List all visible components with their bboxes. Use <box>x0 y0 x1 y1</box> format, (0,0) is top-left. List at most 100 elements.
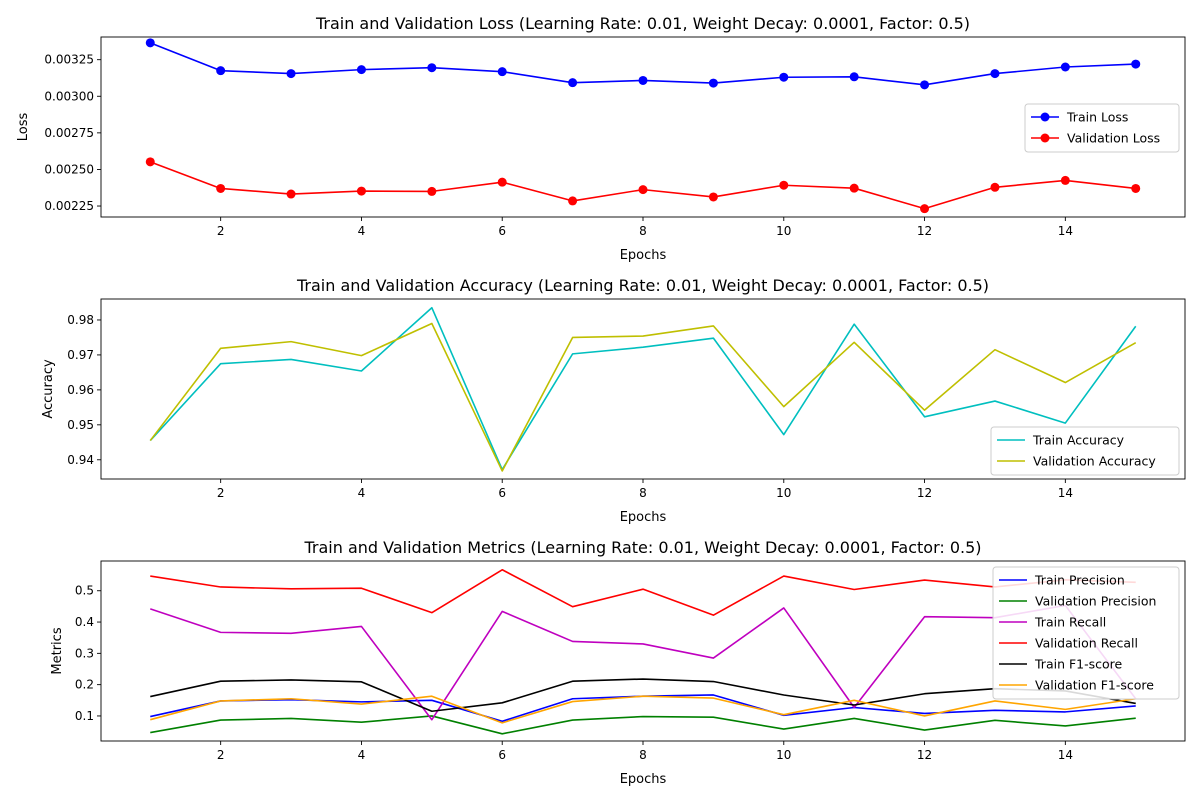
legend: Train Loss Validation Loss <box>1024 103 1180 153</box>
x-axis-label: Epochs <box>620 248 667 263</box>
x-tick-label: 12 <box>917 486 932 500</box>
data-point-validation-loss <box>286 189 296 199</box>
legend-entry-train-precision: Train Precision <box>1034 573 1125 588</box>
x-axis-label: Epochs <box>620 772 667 787</box>
data-point-train-loss <box>779 72 789 82</box>
data-point-train-loss <box>849 72 859 82</box>
data-point-train-loss <box>145 38 155 48</box>
y-axis-label: Metrics <box>50 627 65 674</box>
x-tick-label: 6 <box>498 486 506 500</box>
x-tick-label: 8 <box>639 748 647 762</box>
data-point-validation-loss <box>779 180 789 190</box>
legend-entry-validation-recall: Validation Recall <box>1035 636 1138 651</box>
y-tick-label: 0.4 <box>75 615 94 629</box>
data-point-validation-loss <box>356 186 366 196</box>
data-point-train-loss <box>1131 59 1141 69</box>
chart-title: Train and Validation Loss (Learning Rate… <box>315 14 970 33</box>
legend-entry-train-recall: Train Recall <box>1034 615 1106 630</box>
data-point-train-loss <box>920 80 930 90</box>
y-tick-label: 0.96 <box>67 383 94 397</box>
legend-marker-train-loss <box>1040 112 1050 122</box>
x-tick-label: 2 <box>217 748 225 762</box>
y-axis-label: Loss <box>16 113 31 142</box>
x-tick-label: 10 <box>776 748 791 762</box>
data-point-validation-loss <box>216 183 226 193</box>
data-point-train-loss <box>638 75 648 85</box>
x-tick-label: 2 <box>217 486 225 500</box>
x-tick-label: 2 <box>217 224 225 238</box>
data-point-train-loss <box>568 78 578 88</box>
data-point-validation-loss <box>568 196 578 206</box>
y-tick-label: 0.00325 <box>44 53 94 67</box>
y-axis-label: Accuracy <box>41 359 56 419</box>
series-line-train-recall <box>150 604 1137 721</box>
x-tick-label: 10 <box>776 486 791 500</box>
legend-entry-validation-accuracy: Validation Accuracy <box>1033 454 1156 469</box>
legend-entry-train-f1-score: Train F1-score <box>1034 657 1123 672</box>
x-tick-label: 6 <box>498 748 506 762</box>
y-tick-label: 0.2 <box>75 678 94 692</box>
data-point-train-loss <box>216 66 226 76</box>
data-point-train-loss <box>356 65 366 75</box>
data-point-validation-loss <box>497 177 507 187</box>
y-tick-label: 0.00275 <box>44 126 94 140</box>
data-point-train-loss <box>990 69 1000 79</box>
series-line-validation-recall <box>150 568 1136 616</box>
data-point-train-loss <box>708 78 718 88</box>
data-point-validation-loss <box>427 186 437 196</box>
y-tick-label: 0.5 <box>75 584 94 598</box>
x-tick-label: 4 <box>358 224 366 238</box>
y-tick-label: 0.98 <box>67 313 94 327</box>
data-point-validation-loss <box>708 192 718 202</box>
legend-box <box>992 566 1180 700</box>
x-tick-label: 12 <box>917 748 932 762</box>
x-tick-label: 4 <box>358 748 366 762</box>
y-tick-label: 0.00250 <box>44 162 94 176</box>
legend-entry-train-accuracy: Train Accuracy <box>1032 433 1125 448</box>
data-point-validation-loss <box>1060 175 1070 185</box>
x-tick-label: 10 <box>776 224 791 238</box>
x-tick-label: 14 <box>1058 486 1073 500</box>
legend-box <box>990 426 1180 476</box>
legend-entry-validation-f1-score: Validation F1-score <box>1035 678 1154 693</box>
legend: Train Precision Validation Precision Train… <box>992 566 1180 700</box>
series-line-validation-accuracy <box>149 322 1137 472</box>
data-point-train-loss <box>427 63 437 73</box>
data-point-train-loss <box>286 69 296 79</box>
data-point-validation-loss <box>920 204 930 214</box>
x-tick-label: 12 <box>917 224 932 238</box>
chart-title: Train and Validation Metrics (Learning R… <box>303 538 981 557</box>
chart-panel-2: Train and Validation Accuracy (Learning … <box>41 276 1186 525</box>
data-point-validation-loss <box>145 157 155 167</box>
x-axis-label: Epochs <box>620 510 667 525</box>
x-tick-label: 8 <box>639 486 647 500</box>
legend: Train Accuracy Validation Accuracy <box>990 426 1180 476</box>
y-tick-label: 0.97 <box>67 348 94 362</box>
y-tick-label: 0.00300 <box>44 89 94 103</box>
chart-title: Train and Validation Accuracy (Learning … <box>296 276 989 295</box>
y-tick-label: 0.94 <box>67 453 94 467</box>
data-point-train-loss <box>497 67 507 77</box>
series-line-validation-f1-score <box>150 695 1136 724</box>
chart-panel-3: Train and Validation Metrics (Learning R… <box>50 538 1186 787</box>
legend-box <box>1024 103 1180 153</box>
legend-entry-validation-precision: Validation Precision <box>1035 594 1156 609</box>
data-point-validation-loss <box>638 185 648 195</box>
series-line-train-accuracy <box>149 306 1137 471</box>
legend-marker-validation-loss <box>1040 133 1050 143</box>
series-line-validation-precision <box>150 715 1136 735</box>
data-point-validation-loss <box>849 183 859 193</box>
y-tick-label: 0.95 <box>67 418 94 432</box>
x-tick-label: 6 <box>498 224 506 238</box>
data-point-train-loss <box>1060 62 1070 72</box>
y-tick-label: 0.1 <box>75 709 94 723</box>
y-tick-label: 0.00225 <box>44 199 94 213</box>
x-tick-label: 8 <box>639 224 647 238</box>
series-line-train-f1-score <box>150 678 1136 713</box>
chart-panel-1: Train and Validation Loss (Learning Rate… <box>16 14 1186 263</box>
legend-entry-train-loss: Train Loss <box>1066 110 1128 125</box>
legend-entry-validation-loss: Validation Loss <box>1067 131 1160 146</box>
x-tick-label: 14 <box>1058 748 1073 762</box>
x-tick-label: 14 <box>1058 224 1073 238</box>
